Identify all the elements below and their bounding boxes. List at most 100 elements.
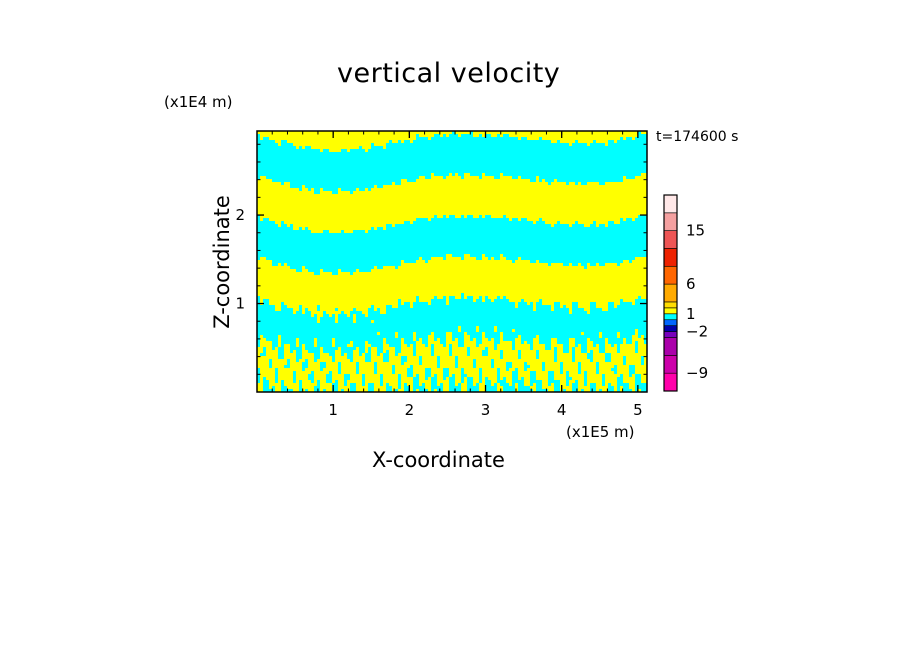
field-cell	[290, 185, 294, 189]
field-cell	[263, 227, 267, 231]
field-cell	[644, 206, 647, 210]
field-cell	[518, 212, 522, 216]
field-cell	[452, 149, 456, 153]
field-cell	[575, 233, 579, 237]
field-cell	[293, 227, 297, 231]
field-cell	[401, 224, 405, 228]
field-cell	[290, 221, 294, 225]
field-cell	[515, 206, 519, 210]
field-cell	[395, 137, 399, 141]
field-cell	[401, 209, 405, 213]
field-cell	[350, 212, 354, 216]
field-cell	[509, 203, 513, 207]
field-cell	[542, 131, 546, 135]
field-cell	[287, 173, 291, 177]
field-cell	[491, 152, 495, 156]
field-cell	[494, 137, 498, 141]
field-cell	[371, 164, 375, 168]
field-cell	[473, 164, 477, 168]
field-cell	[464, 134, 468, 138]
field-cell	[554, 140, 558, 144]
field-cell	[542, 200, 546, 204]
field-cell	[581, 179, 585, 183]
field-cell	[341, 146, 345, 150]
field-cell	[641, 155, 645, 159]
field-cell	[389, 182, 393, 186]
field-cell	[368, 206, 372, 210]
field-cell	[473, 152, 477, 156]
field-cell	[266, 212, 270, 216]
field-cell	[599, 197, 603, 201]
field-cell	[314, 203, 318, 207]
field-cell	[590, 182, 594, 186]
field-cell	[503, 131, 507, 135]
field-cell	[506, 155, 510, 159]
field-cell	[353, 218, 357, 222]
field-cell	[299, 218, 303, 222]
field-cell	[476, 224, 480, 228]
field-cell	[467, 221, 471, 225]
field-cell	[473, 209, 477, 213]
field-cell	[596, 200, 600, 204]
field-cell	[596, 194, 600, 198]
field-cell	[386, 242, 390, 246]
field-cell	[371, 209, 375, 213]
field-cell	[383, 143, 387, 147]
field-cell	[470, 212, 474, 216]
field-cell	[611, 209, 615, 213]
field-cell	[374, 161, 378, 165]
field-cell	[422, 236, 426, 240]
field-cell	[296, 176, 300, 180]
field-cell	[368, 227, 372, 231]
field-cell	[530, 170, 534, 174]
field-cell	[512, 164, 516, 168]
field-cell	[302, 137, 306, 141]
field-cell	[407, 212, 411, 216]
field-cell	[431, 194, 435, 198]
field-cell	[539, 167, 543, 171]
field-cell	[359, 200, 363, 204]
field-cell	[437, 134, 441, 138]
field-cell	[473, 224, 477, 228]
field-cell	[485, 206, 489, 210]
field-cell	[635, 212, 639, 216]
field-cell	[461, 152, 465, 156]
field-cell	[587, 170, 591, 174]
field-cell	[359, 173, 363, 177]
field-cell	[452, 194, 456, 198]
field-cell	[527, 236, 531, 240]
field-cell	[482, 155, 486, 159]
field-cell	[614, 242, 618, 246]
field-cell	[620, 242, 624, 246]
field-cell	[599, 152, 603, 156]
field-cell	[296, 245, 300, 249]
field-cell	[518, 215, 522, 219]
field-cell	[581, 167, 585, 171]
field-cell	[530, 233, 534, 237]
field-cell	[353, 140, 357, 144]
field-cell	[485, 188, 489, 192]
field-cell	[581, 143, 585, 147]
field-cell	[626, 182, 630, 186]
field-cell	[539, 218, 543, 222]
field-cell	[626, 203, 630, 207]
field-cell	[311, 164, 315, 168]
field-cell	[542, 227, 546, 231]
field-cell	[632, 143, 636, 147]
field-cell	[302, 230, 306, 234]
field-cell	[620, 212, 624, 216]
field-cell	[452, 164, 456, 168]
field-cell	[380, 194, 384, 198]
field-cell	[290, 212, 294, 216]
field-cell	[335, 194, 339, 198]
field-cell	[335, 233, 339, 237]
field-cell	[302, 218, 306, 222]
field-cell	[341, 242, 345, 246]
field-cell	[518, 203, 522, 207]
field-cell	[344, 161, 348, 165]
field-cell	[518, 179, 522, 183]
field-cell	[446, 218, 450, 222]
field-cell	[599, 173, 603, 177]
field-cell	[398, 221, 402, 225]
field-cell	[524, 185, 528, 189]
